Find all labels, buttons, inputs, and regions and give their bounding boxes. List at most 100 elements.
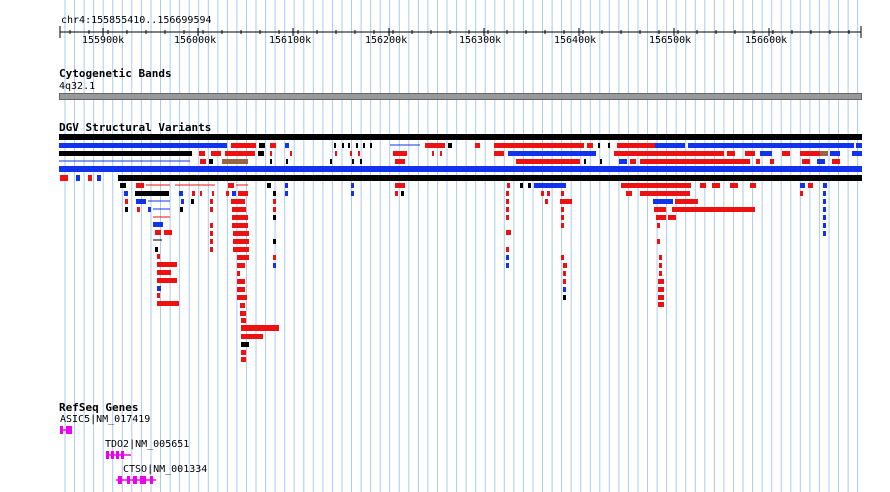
gene-label-tdo2[interactable]: TDO2|NM_005651 bbox=[105, 439, 190, 450]
sv-bar bbox=[273, 215, 276, 220]
gene-exon bbox=[118, 476, 122, 484]
sv-bar bbox=[273, 199, 276, 204]
sv-bar bbox=[672, 207, 755, 212]
sv-bar bbox=[164, 230, 172, 235]
sv-bar bbox=[448, 143, 452, 148]
sv-bar bbox=[212, 191, 214, 196]
sv-bar bbox=[237, 271, 240, 276]
sv-bar bbox=[273, 255, 276, 260]
sv-bar bbox=[241, 342, 249, 347]
sv-bar bbox=[136, 183, 144, 188]
sv-bar bbox=[756, 159, 760, 164]
sv-bar bbox=[852, 151, 862, 156]
sv-bar bbox=[802, 159, 810, 164]
sv-bar bbox=[598, 143, 600, 148]
gene-label-asic5[interactable]: ASIC5|NM_017419 bbox=[60, 414, 151, 425]
sv-bar bbox=[584, 159, 586, 164]
sv-bar bbox=[425, 143, 445, 148]
sv-bar bbox=[267, 183, 271, 188]
sv-bar bbox=[231, 143, 256, 148]
sv-bar bbox=[700, 183, 706, 188]
sv-bar bbox=[856, 143, 862, 148]
sv-bar bbox=[688, 143, 854, 148]
sv-bar bbox=[370, 143, 372, 148]
sv-bar bbox=[136, 199, 146, 204]
sv-bar bbox=[668, 215, 676, 220]
sv-bar bbox=[210, 247, 213, 252]
sv-bar bbox=[157, 278, 177, 283]
gene-exon bbox=[150, 476, 153, 484]
sv-bar bbox=[563, 263, 567, 268]
sv-bar bbox=[545, 199, 548, 204]
sv-bar bbox=[155, 230, 161, 235]
sv-bar bbox=[240, 311, 246, 316]
sv-bar bbox=[157, 262, 177, 267]
ruler-tick-label: 156400k bbox=[554, 35, 597, 46]
sv-bar bbox=[155, 247, 158, 252]
sv-bar bbox=[209, 159, 213, 164]
sv-bar bbox=[258, 151, 264, 156]
sv-bar bbox=[181, 199, 184, 204]
sv-bar bbox=[506, 247, 509, 252]
sv-bar bbox=[440, 151, 442, 156]
sv-bar bbox=[520, 183, 523, 188]
sv-bar bbox=[273, 191, 276, 196]
sv-bar bbox=[617, 143, 655, 148]
sv-bar bbox=[210, 207, 213, 212]
sv-bar bbox=[273, 207, 276, 212]
sv-bar bbox=[494, 151, 504, 156]
sv-bar bbox=[658, 295, 664, 300]
sv-bar bbox=[125, 207, 128, 212]
sv-bar bbox=[750, 183, 756, 188]
ruler-tick-label: 156500k bbox=[649, 35, 692, 46]
gene-exon bbox=[60, 426, 63, 434]
ruler-tick-label: 156000k bbox=[174, 35, 217, 46]
sv-bar bbox=[237, 295, 247, 300]
sv-bar bbox=[659, 263, 662, 268]
sv-bar bbox=[157, 293, 160, 298]
sv-bar bbox=[241, 325, 279, 331]
sv-bar bbox=[395, 183, 405, 188]
sv-bar bbox=[823, 191, 826, 196]
sv-bar bbox=[231, 199, 245, 204]
sv-bar bbox=[59, 151, 192, 156]
sv-bar bbox=[157, 270, 171, 275]
sv-bar bbox=[135, 191, 169, 196]
sv-bar bbox=[270, 143, 276, 148]
sv-bar bbox=[393, 151, 407, 156]
sv-bar bbox=[285, 183, 288, 188]
gene-ctso[interactable] bbox=[116, 476, 156, 484]
sv-bar bbox=[348, 143, 350, 148]
sv-bar bbox=[727, 151, 735, 156]
sv-bar bbox=[563, 295, 566, 300]
gene-exon bbox=[121, 451, 124, 459]
sv-bar bbox=[226, 191, 229, 196]
gene-asic5[interactable] bbox=[60, 426, 72, 434]
sv-bar bbox=[563, 287, 566, 292]
sv-bar bbox=[259, 143, 265, 148]
sv-bar bbox=[356, 143, 358, 148]
sv-bar bbox=[823, 223, 826, 228]
sv-bar bbox=[560, 199, 572, 204]
sv-bar bbox=[561, 207, 564, 212]
sv-bar bbox=[240, 303, 245, 308]
sv-bar bbox=[395, 191, 398, 196]
gene-tdo2[interactable] bbox=[106, 451, 131, 459]
sv-bar bbox=[823, 199, 826, 204]
sv-bar bbox=[730, 183, 738, 188]
ruler-tick-label: 156300k bbox=[459, 35, 502, 46]
sv-bar bbox=[148, 207, 151, 212]
sv-bar bbox=[270, 151, 272, 156]
cytoband-bar[interactable] bbox=[59, 93, 862, 100]
gene-exon bbox=[140, 476, 146, 484]
coordinate-ruler[interactable] bbox=[0, 26, 890, 66]
sv-bar bbox=[547, 191, 550, 196]
gene-exon bbox=[106, 451, 109, 459]
sv-bar bbox=[608, 143, 610, 148]
sv-bar bbox=[541, 191, 544, 196]
gene-label-ctso[interactable]: CTSO|NM_001334 bbox=[123, 464, 208, 475]
sv-bar bbox=[808, 183, 813, 188]
sv-bar bbox=[653, 199, 673, 204]
